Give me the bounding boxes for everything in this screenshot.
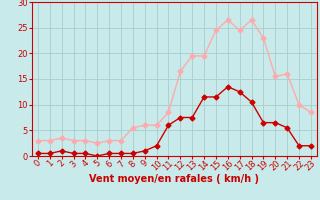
- X-axis label: Vent moyen/en rafales ( km/h ): Vent moyen/en rafales ( km/h ): [89, 174, 260, 184]
